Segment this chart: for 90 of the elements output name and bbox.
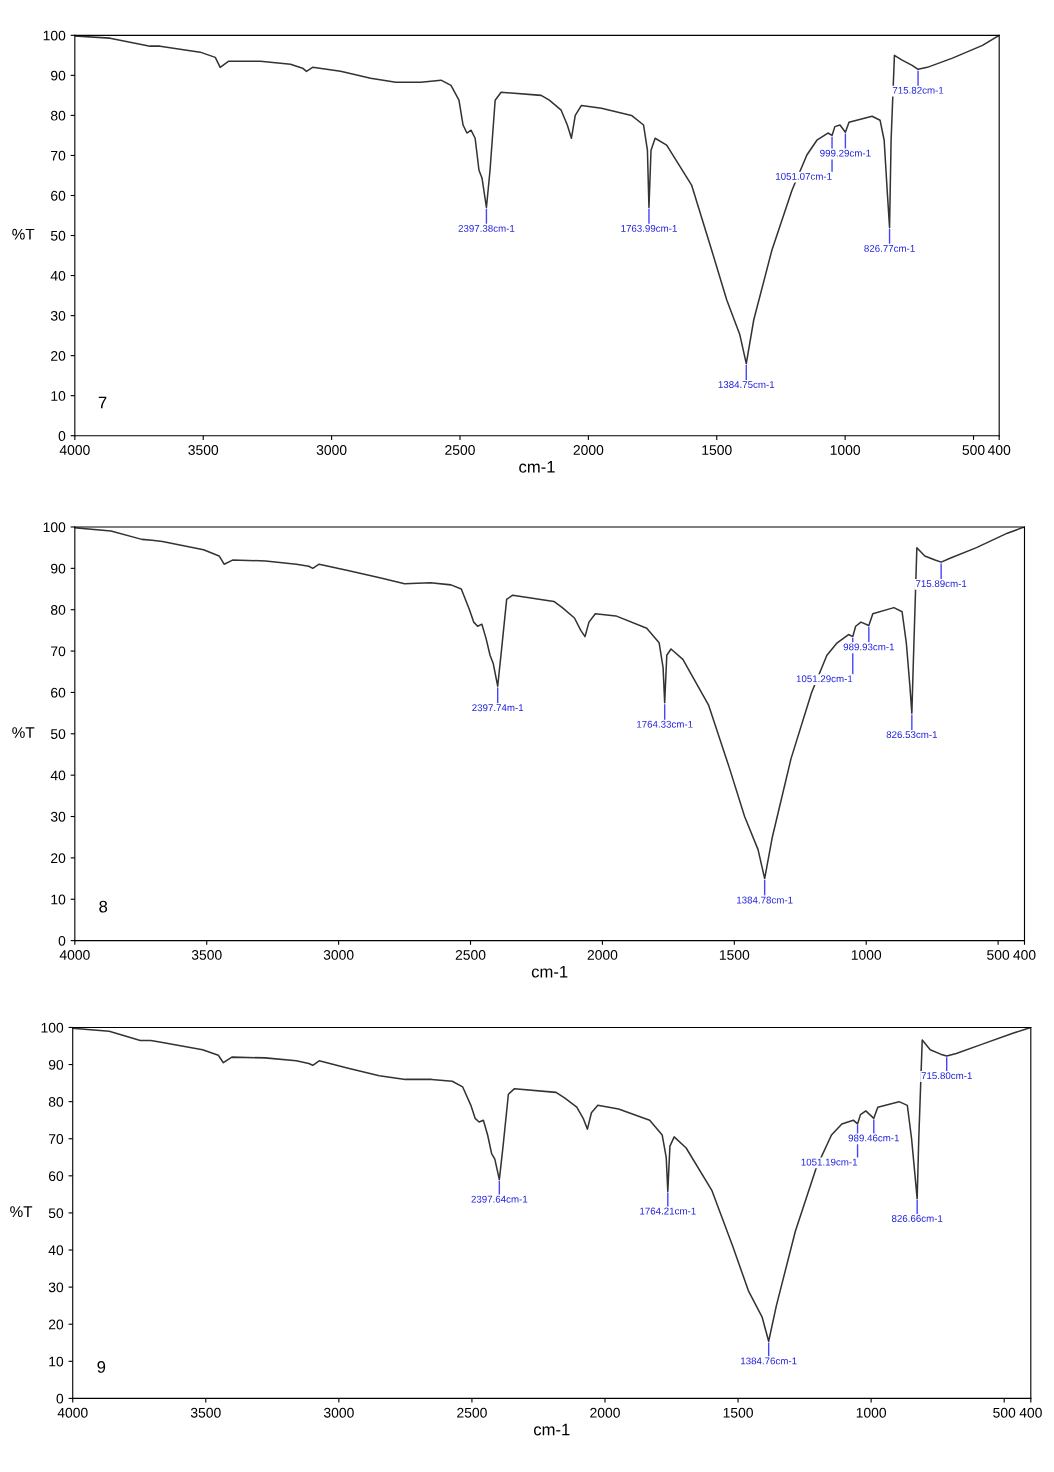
y-tick-label: 70 <box>48 1134 64 1144</box>
y-tick-label: 50 <box>50 729 66 739</box>
annotation: 2397.64cm-1 <box>471 1195 528 1203</box>
x-tick-label: 3500 <box>188 445 219 455</box>
y-tick-label: 80 <box>50 110 66 121</box>
y-tick-label: 70 <box>51 646 66 657</box>
y-tick-label: 60 <box>48 1171 64 1181</box>
x-tick-label: 3500 <box>190 1407 221 1418</box>
y-tick-label: 70 <box>51 150 66 161</box>
x-tick-label: 1500 <box>723 1407 753 1418</box>
annotation: 1051.29cm-1 <box>796 675 853 683</box>
annotation: 989.46cm-1 <box>848 1134 899 1142</box>
x-tick-label: 1000 <box>851 950 882 960</box>
x-tick-label: 500 <box>962 445 985 455</box>
x-tick-label: 1000 <box>856 1407 887 1418</box>
x-tick-label: 2500 <box>455 950 486 960</box>
y-tick-label: 0 <box>58 935 66 946</box>
y-tick-label: 50 <box>50 230 66 241</box>
y-tick-label: 100 <box>43 30 66 41</box>
y-tick-label: 0 <box>58 431 66 441</box>
x-tick-label: 2000 <box>573 445 604 455</box>
annotation: 9 <box>97 1361 106 1373</box>
x-tick-label: 1500 <box>719 950 750 960</box>
annotation: 1384.76cm-1 <box>741 1357 797 1365</box>
x-tick-label: 400 <box>1019 1407 1042 1418</box>
annotation: 826.66cm-1 <box>891 1215 943 1222</box>
y-tick-label: 40 <box>48 1245 64 1256</box>
annotation: 1764.21cm-1 <box>640 1207 696 1215</box>
annotation: 2397.38cm-1 <box>458 224 515 232</box>
y-tick-label: 50 <box>48 1208 64 1219</box>
x-tick-label: 3000 <box>316 445 347 455</box>
annotation: 715.89cm-1 <box>915 580 967 588</box>
x-tick-label: 2500 <box>457 1407 487 1418</box>
y-tick-label: 80 <box>48 1096 64 1107</box>
x-tick-label: 3000 <box>323 1407 354 1418</box>
x-axis-title: cm-1 <box>519 461 555 473</box>
y-tick-label: 100 <box>41 1022 64 1033</box>
x-tick-label: 400 <box>1013 950 1036 960</box>
y-tick-label: 20 <box>51 853 66 864</box>
x-tick-label: 4000 <box>59 950 90 960</box>
y-tick-label: 30 <box>50 310 66 321</box>
annotation: 8 <box>99 900 108 913</box>
y-tick-label: 0 <box>56 1393 64 1404</box>
y-tick-label: 20 <box>48 1319 64 1330</box>
x-tick-label: 2000 <box>587 950 618 960</box>
annotation: 989.93cm-1 <box>843 643 895 651</box>
x-tick-label: 500 <box>987 950 1010 960</box>
y-axis-title: %T <box>12 228 35 240</box>
annotation: 999.29cm-1 <box>820 149 871 157</box>
x-tick-label: 1000 <box>830 445 861 455</box>
annotation: 715.80cm-1 <box>921 1072 972 1080</box>
y-tick-label: 10 <box>49 1356 64 1367</box>
y-tick-label: 20 <box>51 350 66 361</box>
annotation: 715.82cm-1 <box>892 86 944 94</box>
annotation: 826.53cm-1 <box>886 731 938 739</box>
x-axis-title: cm-1 <box>533 1423 570 1436</box>
annotation: 1384.75cm-1 <box>718 381 775 388</box>
x-tick-label: 1500 <box>702 445 732 455</box>
annotation: 1763.99cm-1 <box>621 224 677 232</box>
x-tick-label: 4000 <box>57 1407 88 1418</box>
annotation: 1051.07cm-1 <box>776 172 832 180</box>
x-tick-label: 2000 <box>590 1407 620 1418</box>
y-axis-title: %T <box>10 1206 33 1217</box>
y-tick-label: 100 <box>43 522 66 533</box>
y-tick-label: 90 <box>51 70 66 81</box>
annotation: 1384.78cm-1 <box>737 896 793 904</box>
x-tick-label: 500 <box>993 1407 1016 1418</box>
y-tick-label: 60 <box>51 190 66 201</box>
annotation: 7 <box>98 396 107 409</box>
y-tick-label: 80 <box>50 605 66 615</box>
annotation: 1051.19cm-1 <box>801 1158 858 1166</box>
y-tick-label: 40 <box>50 770 66 781</box>
y-tick-label: 60 <box>51 687 66 698</box>
x-tick-label: 400 <box>987 445 1011 455</box>
x-tick-label: 4000 <box>59 445 90 455</box>
x-axis-title: cm-1 <box>531 965 568 978</box>
y-tick-label: 30 <box>50 811 66 822</box>
y-tick-label: 10 <box>51 894 66 905</box>
x-tick-label: 3000 <box>323 950 354 960</box>
annotation: 826.77cm-1 <box>864 244 915 252</box>
y-axis-title: %T <box>12 727 35 738</box>
x-tick-label: 3500 <box>191 950 222 960</box>
annotation: 2397.74m-1 <box>472 704 524 712</box>
y-tick-label: 90 <box>51 563 66 574</box>
y-tick-label: 90 <box>48 1059 64 1070</box>
y-tick-label: 10 <box>51 391 66 401</box>
annotation: 1764.33cm-1 <box>637 720 693 728</box>
y-tick-label: 30 <box>48 1282 64 1293</box>
y-tick-label: 40 <box>50 270 66 281</box>
x-tick-label: 2500 <box>445 445 475 455</box>
